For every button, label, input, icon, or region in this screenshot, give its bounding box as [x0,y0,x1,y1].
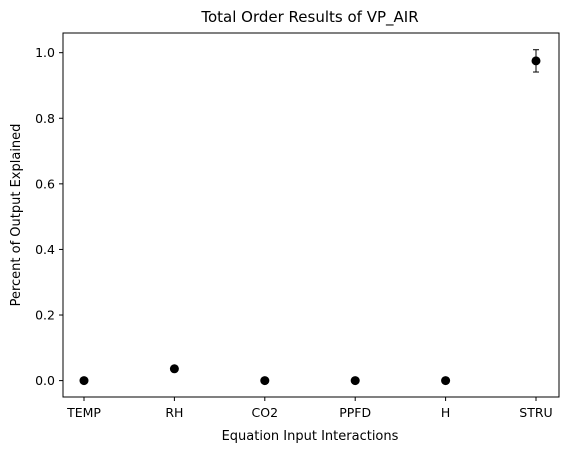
data-point [79,376,89,386]
x-tick-label: STRU [519,405,552,420]
y-axis-label: Percent of Output Explained [9,124,24,307]
y-axis: 0.0 0.2 0.4 0.6 0.8 1.0 [35,45,63,388]
x-tick-label: RH [165,405,183,420]
chart-title: Total Order Results of VP_AIR [200,8,418,27]
x-tick-label: CO2 [252,405,279,420]
y-tick-label: 0.2 [35,308,55,323]
y-tick-label: 0.4 [35,242,55,257]
data-point [441,376,451,386]
y-tick-label: 1.0 [35,45,55,60]
x-tick-label: PPFD [339,405,371,420]
data-point [260,376,270,386]
y-tick-label: 0.6 [35,176,55,191]
data-point [531,56,541,66]
x-axis: TEMP RH CO2 PPFD H STRU [66,397,553,420]
data-point [350,376,360,386]
x-axis-label: Equation Input Interactions [222,429,399,444]
plot-frame [62,32,560,398]
y-tick-label: 0.8 [35,111,55,126]
x-tick-label: H [441,405,450,420]
data-points [79,49,541,386]
data-point [169,364,179,374]
y-tick-label: 0.0 [35,373,55,388]
x-tick-label: TEMP [66,405,101,420]
